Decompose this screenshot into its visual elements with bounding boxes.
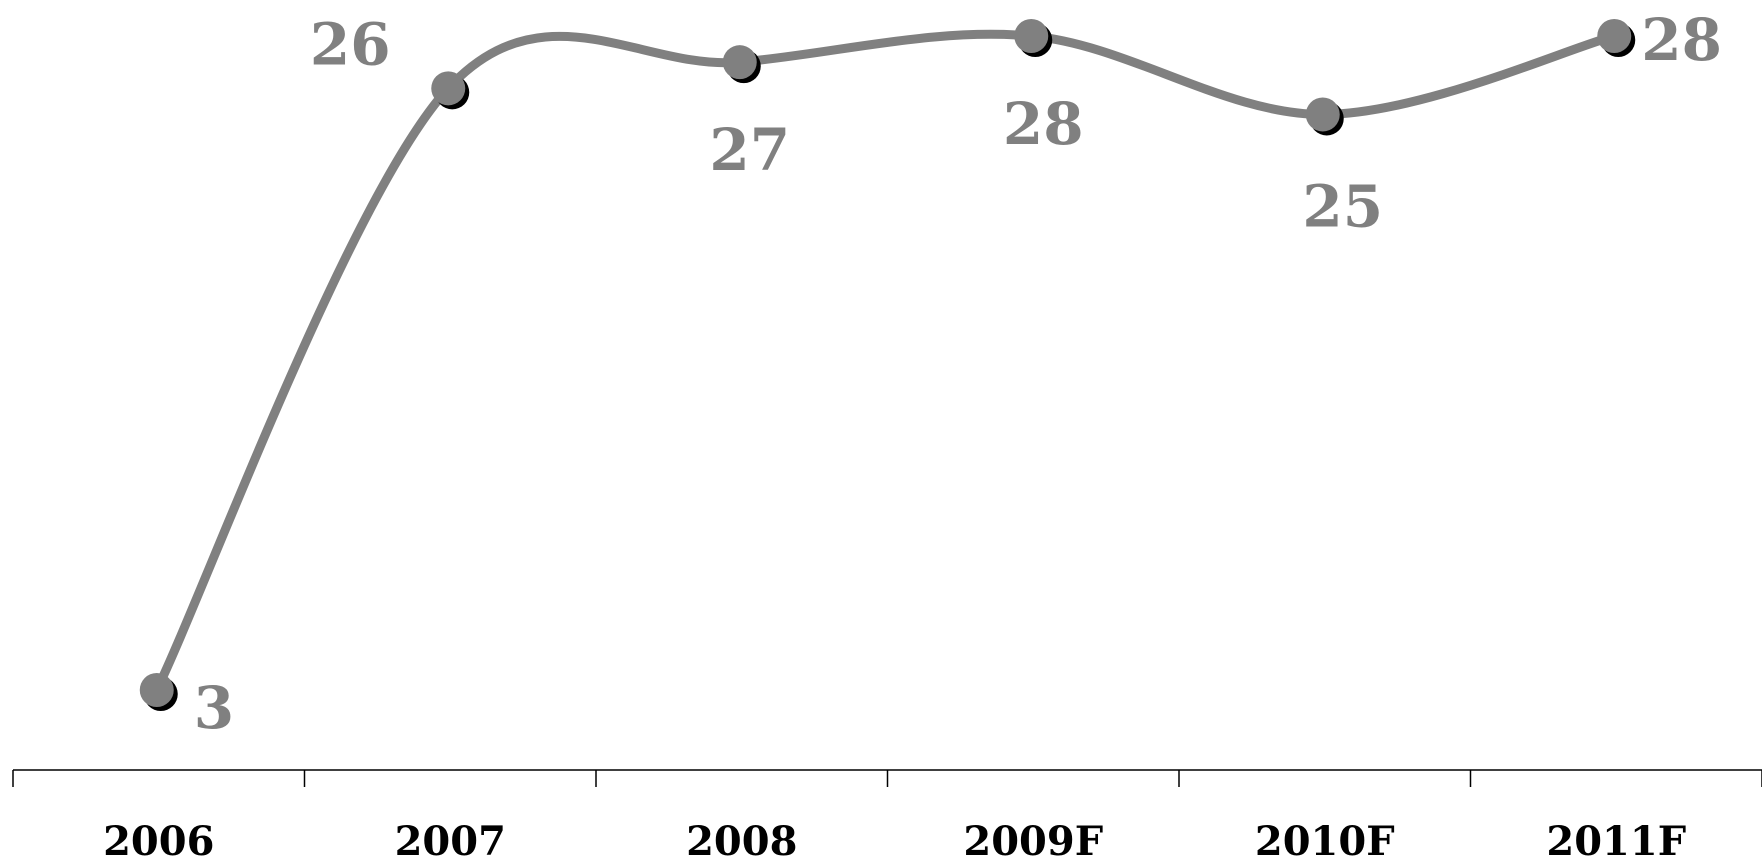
data-point-marker (431, 71, 466, 106)
data-point-marker (139, 673, 174, 707)
data-point-marker (1305, 97, 1340, 132)
data-label: 27 (709, 116, 790, 184)
x-tick-label: 2010F (1255, 818, 1395, 865)
data-point-marker (1014, 19, 1049, 53)
data-label: 3 (194, 674, 234, 742)
series-line (152, 29, 1619, 695)
x-tick-label: 2007 (395, 818, 506, 865)
data-label: 25 (1302, 172, 1383, 240)
data-point-marker (722, 45, 757, 80)
x-tick-label: 2009F (963, 818, 1103, 865)
data-point-marker (1597, 19, 1632, 53)
x-tick-label: 2011F (1546, 818, 1686, 865)
data-label: 28 (1641, 6, 1722, 74)
data-label: 28 (1003, 90, 1084, 158)
x-tick-label: 2008 (686, 818, 797, 865)
data-label: 26 (310, 10, 391, 78)
x-tick-label: 2006 (103, 818, 214, 865)
